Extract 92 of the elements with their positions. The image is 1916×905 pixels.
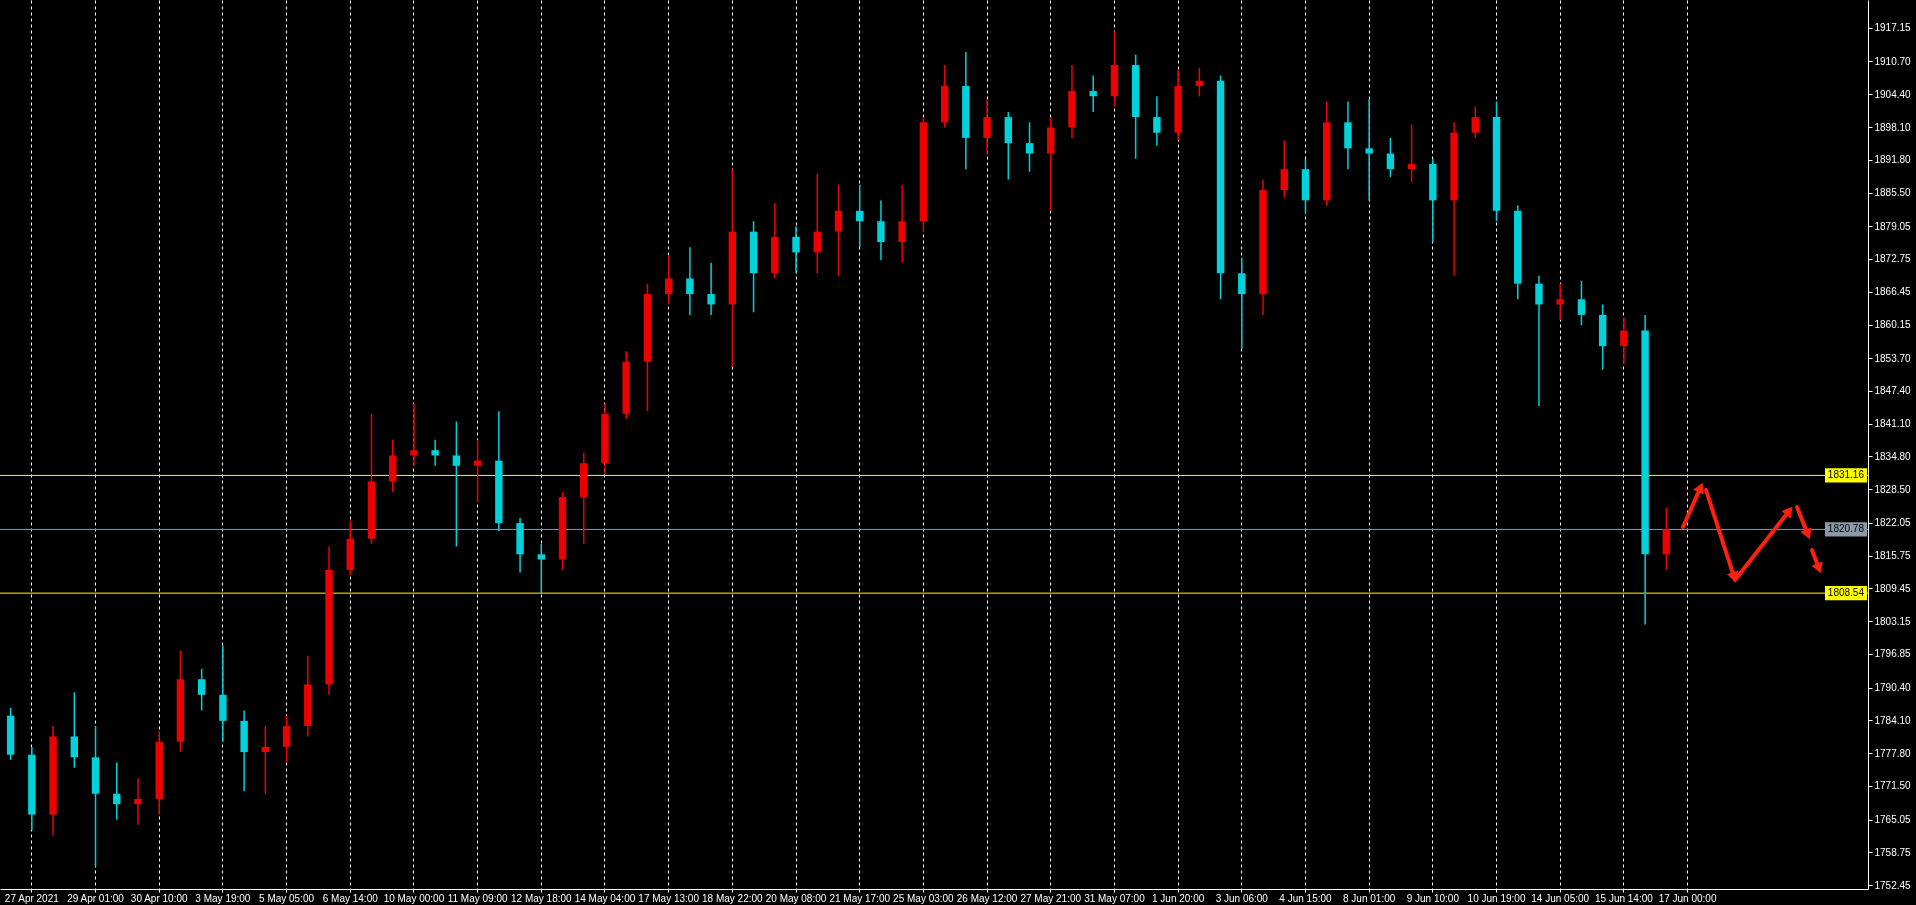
candlestick [282,714,291,764]
candlestick [537,543,546,595]
x-tick-label: 12 May 18:00 [510,892,573,904]
y-tick-label: 1910.70 [1874,55,1912,67]
candlestick [1365,98,1373,202]
candlestick [1407,124,1416,183]
candlestick [1556,282,1564,321]
candlestick [70,691,79,769]
candlestick [792,225,800,275]
x-tick-label: 14 Jun 05:00 [1531,892,1590,904]
y-tick-label: 1872.75 [1874,253,1912,265]
candlestick [1620,316,1628,366]
x-tick-label: 14 May 04:00 [574,892,636,904]
candlestick [1195,66,1204,98]
y-tick-label: 1860.15 [1874,319,1912,331]
x-tick-label: 4 Jun 15:00 [1279,892,1333,904]
candlestick [1471,105,1480,139]
candlestick [877,199,885,261]
y-tick-label: 1879.05 [1874,220,1912,232]
candlestick [1153,95,1161,147]
y-tick-label: 1891.80 [1874,154,1912,166]
candlestick [664,254,673,306]
y-tick-label: 1885.50 [1874,187,1912,199]
candlestick [1577,280,1586,327]
candlestick [1238,256,1246,350]
candlestick [473,439,482,504]
x-tick-label: 15 Jun 14:00 [1594,892,1654,904]
x-tick-label: 3 May 19:00 [195,892,251,904]
ref-line-label: 1831.16 [1827,469,1865,481]
x-tick-label: 27 Apr 2021 [4,892,60,904]
y-tick-label: 1809.45 [1874,582,1912,594]
y-tick-label: 1815.75 [1874,550,1912,562]
y-tick-label: 1796.85 [1874,648,1912,660]
y-tick-label: 1847.40 [1874,385,1912,397]
candlestick [707,262,715,316]
candlestick [686,246,694,316]
x-tick-label: 11 May 09:00 [447,892,508,904]
x-tick-label: 31 May 07:00 [1084,892,1146,904]
y-tick-label: 1822.05 [1874,517,1912,529]
candlestick [261,725,270,795]
y-tick-label: 1866.45 [1874,286,1912,298]
x-tick-label: 21 May 17:00 [829,892,891,904]
x-tick-label: 6 May 14:00 [322,892,379,904]
candlestick [113,761,121,821]
x-tick-label: 18 May 22:00 [702,892,764,904]
candlestick [1089,74,1097,113]
x-tick-label: 10 May 00:00 [383,892,445,904]
candlestick [813,173,821,275]
x-tick-label: 29 Apr 01:00 [67,892,125,904]
x-tick-label: 9 Jun 10:00 [1406,892,1460,904]
candlestick [134,777,142,826]
x-tick-label: 17 Jun 00:00 [1658,892,1717,904]
y-tick-label: 1917.15 [1874,22,1912,34]
y-tick-label: 1771.50 [1874,780,1912,792]
candlestick [1535,275,1543,407]
y-tick-label: 1853.70 [1874,352,1912,364]
x-tick-label: 20 May 08:00 [765,892,827,904]
y-tick-label: 1758.75 [1874,846,1912,858]
candlestick [1025,121,1034,173]
candlestick [197,668,206,712]
y-tick-label: 1904.40 [1874,88,1912,100]
x-tick-label: 26 May 12:00 [956,892,1018,904]
candlestick [452,420,461,548]
x-tick-label: 5 May 05:00 [259,892,315,904]
candlestick [1386,137,1395,178]
x-tick-label: 25 May 03:00 [893,892,955,904]
candlestick [431,439,439,467]
candlestick [1280,139,1288,199]
x-tick-label: 3 Jun 06:00 [1215,892,1269,904]
y-tick-label: 1752.45 [1874,879,1912,891]
y-tick-label: 1841.10 [1874,418,1912,430]
candlestick [410,402,418,467]
candlestick [834,184,843,277]
y-tick-label: 1898.10 [1874,121,1912,133]
ref-line-label: 1808.54 [1827,587,1865,599]
x-tick-label: 27 May 21:00 [1020,892,1082,904]
x-tick-label: 1 Jun 20:00 [1151,892,1205,904]
y-tick-label: 1828.50 [1874,483,1912,495]
y-tick-label: 1834.80 [1874,450,1912,462]
y-tick-label: 1784.10 [1874,714,1912,726]
y-tick-label: 1777.80 [1874,747,1912,759]
ref-line-label: 1820.78 [1827,523,1865,535]
y-tick-label: 1765.05 [1874,814,1912,826]
candlestick [983,98,991,155]
y-tick-label: 1790.40 [1874,682,1912,694]
x-tick-label: 30 Apr 10:00 [130,892,188,904]
candlestick [855,184,864,248]
x-tick-label: 8 Jun 01:00 [1343,892,1396,904]
x-tick-label: 17 May 13:00 [638,892,700,904]
candlestick [898,184,906,264]
x-tick-label: 10 Jun 19:00 [1467,892,1526,904]
y-tick-label: 1803.15 [1874,615,1912,627]
